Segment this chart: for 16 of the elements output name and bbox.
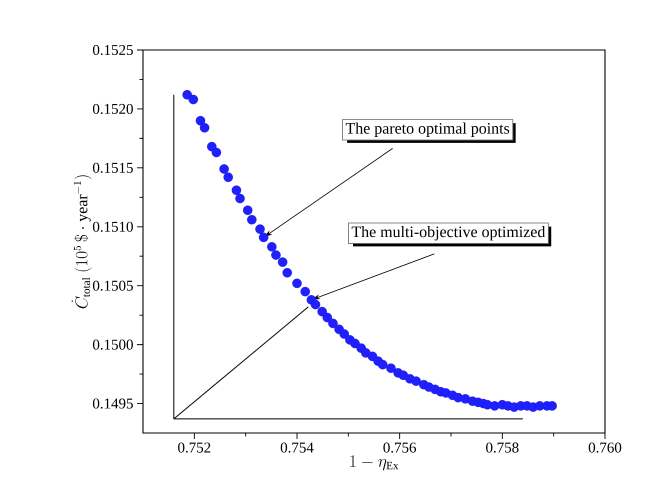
x-tick-label: 0.760 <box>588 442 622 453</box>
y-tick-label: 0.1525 <box>92 44 133 56</box>
x-tick-label: 0.754 <box>280 442 314 453</box>
x-tick-label: 0.752 <box>178 442 210 453</box>
y-tick-label: 0.1510 <box>92 222 133 232</box>
y-tick-label: 0.1505 <box>92 280 133 291</box>
y-tick-label: 0.1515 <box>92 162 133 173</box>
x-tick-label: 0.758 <box>486 442 519 453</box>
x-axis-title: $1-\eta_{\mathrm{Ex}}$ <box>350 455 398 470</box>
y-tick-label: 0.1520 <box>92 104 133 114</box>
y-tick-label: 0.1495 <box>92 398 133 409</box>
annotation: The pareto optimal points <box>346 122 510 137</box>
annotation: The multi-objective optimized <box>352 226 546 240</box>
y-tick-label: 0.1500 <box>92 340 133 350</box>
y-axis-title: $\dot{C}_{\mathrm{total}}\ (10^{5}\,\$\cdot \mathrm{year}^{-1})$ <box>72 175 92 308</box>
x-tick-label: 0.756 <box>383 442 416 453</box>
